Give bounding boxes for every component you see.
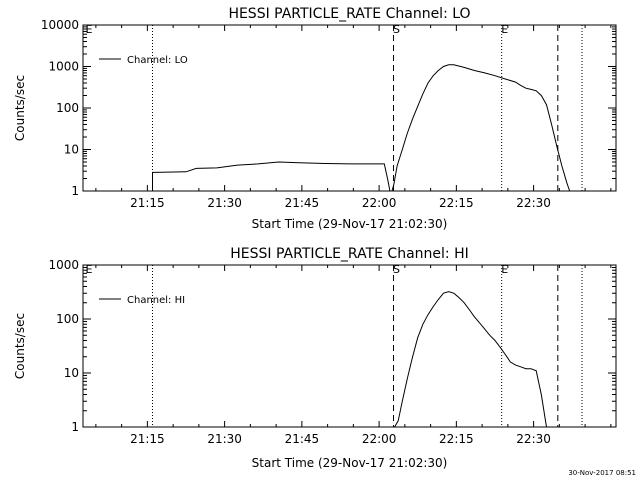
x-tick-label: 21:15 — [130, 196, 165, 210]
y-tick-label: 1 — [71, 184, 79, 198]
plot-timestamp: 30-Nov-2017 08:51 — [568, 469, 636, 477]
x-tick-label: 21:30 — [207, 432, 242, 446]
y-tick-label: 10 — [64, 143, 79, 157]
annotation-label: S — [393, 23, 400, 36]
chart-title: HESSI PARTICLE_RATE Channel: LO — [228, 6, 470, 22]
y-tick-label: 100 — [56, 101, 79, 115]
series-line — [83, 64, 573, 192]
annotation-label: E — [86, 263, 93, 276]
x-tick-label: 21:45 — [285, 432, 320, 446]
legend-label: Channel: HI — [127, 295, 185, 306]
y-axis-label: Counts/sec — [13, 313, 27, 379]
y-tick-label: 1000 — [48, 60, 79, 74]
x-tick-label: 21:15 — [130, 432, 165, 446]
x-tick-label: 21:30 — [207, 196, 242, 210]
annotation-label: S — [393, 263, 400, 276]
x-tick-label: 22:15 — [439, 196, 474, 210]
y-tick-label: 1 — [71, 420, 79, 434]
y-tick-label: 10000 — [41, 18, 79, 32]
y-tick-label: 10 — [64, 366, 79, 380]
plot-frame — [82, 24, 617, 192]
chart-title: HESSI PARTICLE_RATE Channel: HI — [230, 246, 468, 262]
x-tick-label: 22:30 — [516, 196, 551, 210]
y-tick-label: 1000 — [48, 258, 79, 272]
series-line — [83, 291, 547, 428]
x-tick-label: 21:45 — [285, 196, 320, 210]
x-tick-label: 22:00 — [362, 196, 397, 210]
annotation-label: E — [501, 23, 508, 36]
x-axis-label: Start Time (29-Nov-17 21:02:30) — [252, 217, 448, 231]
annotation-label: E — [501, 263, 508, 276]
plot-frame — [82, 264, 617, 428]
legend-label: Channel: LO — [127, 55, 188, 66]
y-axis-label: Counts/sec — [13, 75, 27, 141]
x-tick-label: 22:30 — [516, 432, 551, 446]
x-axis-label: Start Time (29-Nov-17 21:02:30) — [252, 456, 448, 470]
x-tick-label: 22:15 — [439, 432, 474, 446]
y-tick-label: 100 — [56, 312, 79, 326]
x-tick-label: 22:00 — [362, 432, 397, 446]
chart-panel-2: HESSI PARTICLE_RATE Channel: HI Start Tim… — [13, 246, 617, 470]
chart-panel-1: HESSI PARTICLE_RATE Channel: LO Start Tim… — [13, 6, 617, 231]
annotation-label: E — [86, 23, 93, 36]
